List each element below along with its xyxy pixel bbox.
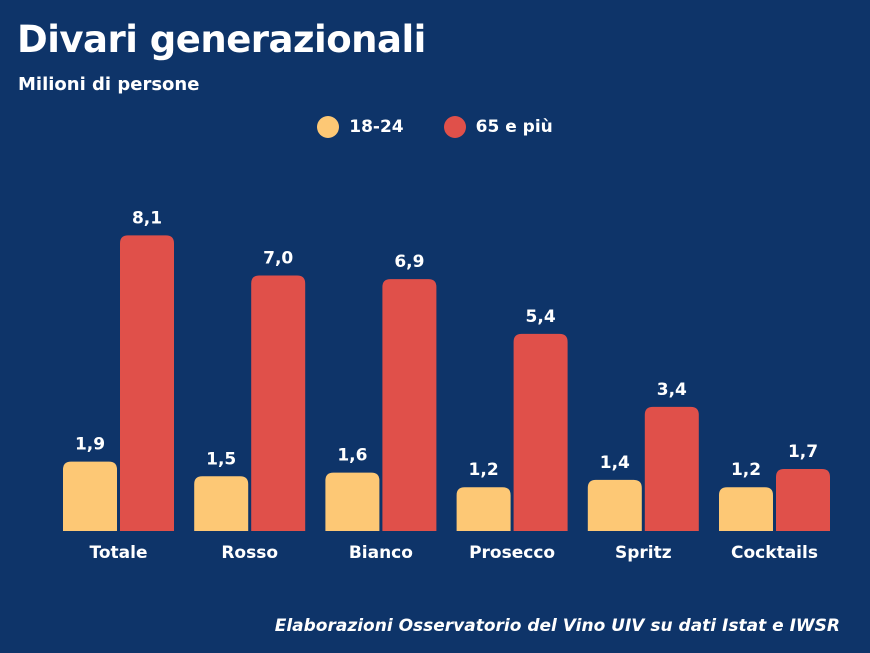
data-label: 1,4 [600,453,630,473]
legend-label: 65 e più [475,117,553,137]
bar-65-plus-spritz [644,406,699,531]
legend-swatch [443,116,466,138]
chart-title: Divari generazionali [17,18,426,61]
data-label: 5,4 [526,307,556,327]
bar-18-24-prosecco [456,487,511,531]
data-label: 8,1 [132,208,162,228]
bar-18-24-rosso [194,476,249,531]
bar-18-24-spritz [587,479,642,531]
bar-65-plus-rosso [251,275,306,531]
data-label: 1,2 [731,460,761,480]
legend-item-18-24: 18-24 [317,116,404,138]
source-note: Elaborazioni Osservatorio del Vino UIV s… [274,616,840,636]
category-label: Totale [90,543,148,563]
category-label: Bianco [349,543,413,563]
bar-65-plus-totale [120,235,174,531]
bar-65-plus-cocktails [776,468,830,531]
bar-65-plus-bianco [382,279,437,531]
data-label: 1,6 [337,446,367,466]
data-label: 1,2 [469,460,499,480]
legend: 18-24 65 e più [0,116,870,138]
data-label: 3,4 [657,380,687,400]
bar-65-plus-prosecco [513,333,568,531]
bar-18-24-totale [63,461,117,531]
legend-item-65-plus: 65 e più [443,116,553,138]
data-label: 1,7 [788,442,818,462]
category-label: Spritz [615,543,672,563]
data-label: 1,9 [75,435,105,455]
chart-subtitle: Milioni di persone [18,74,200,95]
category-label: Rosso [221,543,278,563]
legend-swatch [317,116,340,138]
legend-label: 18-24 [349,117,404,137]
bar-18-24-bianco [325,472,380,531]
bar-18-24-cocktails [719,487,773,531]
category-label: Prosecco [469,543,555,563]
data-label: 1,5 [206,449,236,469]
data-label: 7,0 [263,249,293,269]
category-label: Cocktails [731,543,818,563]
data-label: 6,9 [394,252,424,272]
